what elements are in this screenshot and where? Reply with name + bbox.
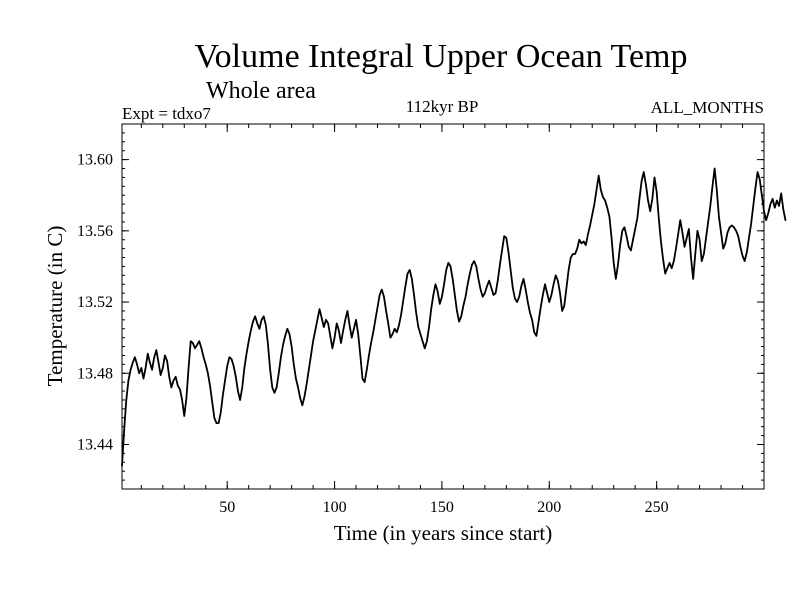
x-axis-tick-label: 150 — [430, 499, 454, 516]
x-axis-label: Time (in years since start) — [334, 521, 553, 545]
plot-frame — [121, 123, 765, 490]
y-axis-tick-label: 13.60 — [77, 152, 113, 169]
y-axis-ticks: 13.44 13.48 13.52 13.56 13.60 — [77, 123, 764, 490]
y-axis-tick-label: 13.48 — [77, 365, 113, 382]
y-axis-tick-label: 13.56 — [77, 223, 113, 240]
temperature-series-line — [121, 167, 787, 467]
months-label: ALL_MONTHS — [651, 98, 764, 117]
chart-title: Volume Integral Upper Ocean Temp — [195, 38, 688, 75]
experiment-label: Expt = tdxo7 — [122, 104, 211, 123]
x-axis-tick-label: 50 — [219, 499, 235, 516]
x-axis-tick-label: 250 — [645, 499, 669, 516]
y-axis-tick-label: 13.52 — [77, 294, 113, 311]
chart-subtitle: Whole area — [206, 78, 316, 104]
y-axis-tick-label: 13.44 — [77, 436, 113, 453]
x-axis-tick-label: 100 — [323, 499, 347, 516]
x-axis-ticks: 50 100 150 200 250 — [140, 124, 765, 516]
y-axis-label: Temperature (in C) — [43, 226, 67, 387]
period-label: 112kyr BP — [406, 97, 479, 116]
x-axis-tick-label: 200 — [537, 499, 561, 516]
